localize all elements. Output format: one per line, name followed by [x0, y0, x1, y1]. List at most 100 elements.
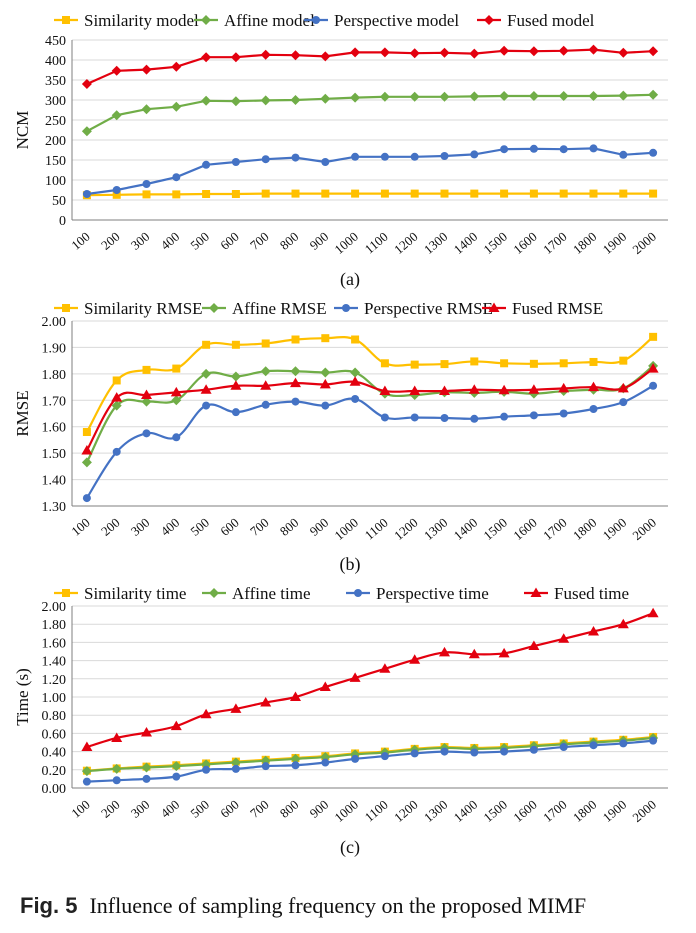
panel-b-ytick-label: 1.80: [42, 368, 67, 383]
panel-a-ytick-label: 350: [45, 74, 66, 89]
panel-a-data-point: [649, 148, 658, 157]
panel-b-data-point: [529, 411, 538, 420]
panel-a-legend-marker: [62, 16, 70, 24]
panel-b-legend-marker: [342, 304, 350, 312]
panel-c-data-point: [410, 749, 419, 758]
panel-c-xtick-label: 500: [187, 797, 212, 821]
panel-b-data-point: [470, 357, 479, 366]
panel-b-ytick-label: 1.70: [42, 394, 67, 409]
panel-a-series-line: [86, 48, 654, 86]
panel-c-y-axis-label: Time (s): [13, 668, 32, 725]
panel-b-data-point: [351, 335, 360, 344]
panel-b-data-point: [439, 385, 450, 396]
panel-c-data-point: [647, 607, 659, 618]
panel-b-xtick-label: 1300: [421, 515, 451, 543]
panel-b-data-point: [319, 378, 331, 389]
panel-a-data-point: [171, 101, 182, 112]
panel-a-data-point: [618, 90, 629, 101]
panel-a-xtick-label: 1300: [421, 229, 451, 257]
panel-b-legend-label: Affine RMSE: [232, 299, 327, 318]
panel-c-data-point: [439, 646, 450, 657]
panel-b-data-point: [231, 408, 240, 417]
panel-b-data-point: [290, 366, 301, 377]
panel-a-legend-marker: [201, 15, 211, 25]
panel-b-data-point: [529, 359, 538, 368]
panel-a-data-point: [379, 47, 390, 58]
panel-a-xtick-label: 100: [68, 229, 93, 253]
panel-a-data-point: [260, 49, 271, 60]
panel-c-xtick-label: 300: [128, 797, 153, 821]
panel-b-ytick-label: 1.50: [42, 447, 67, 462]
panel-c-data-point: [141, 726, 152, 737]
panel-c-ytick-label: 0.40: [42, 746, 67, 761]
panel-a-data-point: [321, 158, 330, 166]
panel-b-data-point: [81, 445, 93, 455]
panel-a-legend-marker: [312, 16, 320, 24]
panel-b-data-point: [170, 386, 182, 397]
panel-a-legend-label: Affine model: [224, 11, 315, 30]
panel-b-data-point: [231, 340, 240, 349]
panel-a-xtick-label: 1000: [331, 229, 361, 257]
panel-c-ytick-label: 0.20: [42, 764, 67, 779]
panel-c-legend-label: Fused time: [554, 584, 629, 603]
panel-c-legend-label: Similarity time: [84, 584, 186, 603]
caption-label: Fig. 5: [20, 893, 78, 918]
panel-b-data-point: [410, 360, 419, 369]
panel-a-data-point: [291, 189, 300, 198]
panel-a-data-point: [172, 173, 181, 182]
panel-a-legend-label: Similarity model: [84, 11, 199, 30]
figure-caption: Fig. 5 Influence of sampling frequency on…: [20, 893, 586, 919]
panel-a-data-point: [81, 79, 92, 89]
panel-b-data-point: [559, 359, 568, 368]
panel-c-xtick-label: 1100: [362, 797, 391, 825]
panel-a-data-point: [529, 144, 538, 153]
panel-b-xtick-label: 2000: [629, 515, 659, 543]
panel-b-label: (b): [340, 554, 361, 575]
panel-c-xtick-label: 1700: [540, 797, 570, 825]
panel-b-xtick-label: 600: [217, 515, 242, 539]
panel-c-data-point: [290, 753, 301, 764]
panel-a-data-point: [141, 64, 152, 75]
panel-b-ytick-label: 1.90: [42, 341, 67, 356]
panel-a-label: (a): [340, 269, 360, 290]
panel-a-data-point: [618, 47, 629, 58]
panel-b-xtick-label: 1000: [331, 515, 361, 543]
panel-b-data-point: [647, 363, 659, 373]
panel-a-data-point: [558, 45, 569, 56]
panel-b-data-point: [260, 380, 272, 390]
panel-a-legend-label: Fused model: [507, 11, 595, 30]
panel-c-data-point: [619, 739, 628, 748]
panel-b-data-point: [440, 360, 449, 369]
panel-b-data-point: [171, 395, 182, 406]
panel-c-xtick-label: 600: [217, 797, 242, 821]
panel-b-data-point: [141, 396, 152, 407]
panel-a-xtick-label: 1900: [600, 229, 630, 257]
panel-b-xtick-label: 200: [98, 515, 123, 539]
panel-b-data-point: [409, 385, 421, 396]
panel-b-xtick-label: 1200: [391, 515, 421, 543]
panel-b-ytick-label: 2.00: [42, 315, 67, 330]
panel-a-data-point: [111, 65, 122, 76]
panel-a-data-point: [589, 144, 598, 153]
panel-c-xtick-label: 100: [68, 797, 93, 821]
panel-b-y-axis-label: RMSE: [13, 390, 32, 436]
panel-a-xtick-label: 1800: [570, 229, 600, 257]
panel-b-data-point: [649, 381, 658, 390]
panel-b-xtick-label: 1600: [510, 515, 540, 543]
panel-a-data-point: [230, 96, 241, 107]
panel-b-data-point: [440, 413, 449, 422]
panel-b-data-point: [380, 359, 389, 368]
panel-c-data-point: [528, 640, 540, 651]
panel-c-xtick-label: 1900: [600, 797, 630, 825]
panel-b-data-point: [261, 400, 270, 409]
panel-a-xtick-label: 1400: [451, 229, 481, 257]
panel-b-ytick-label: 1.60: [42, 421, 67, 436]
panel-a-data-point: [410, 189, 419, 198]
panel-b-legend-marker: [488, 302, 500, 312]
panel-a-data-point: [380, 152, 389, 161]
panel-b-data-point: [200, 384, 212, 394]
panel-a-data-point: [380, 189, 389, 198]
panel-b-data-point: [380, 413, 389, 422]
panel-a-ytick-label: 150: [45, 154, 66, 169]
panel-c-data-point: [351, 754, 360, 763]
